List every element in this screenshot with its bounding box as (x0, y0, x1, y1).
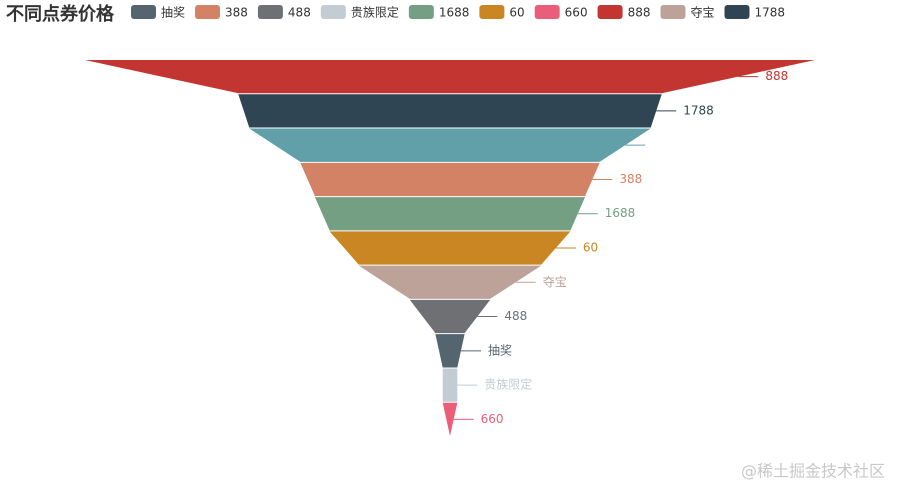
segment-label: 388 (619, 172, 642, 186)
segment-label: 1688 (605, 206, 636, 220)
segment-label: 660 (481, 412, 504, 426)
legend-swatch (195, 5, 221, 19)
chart-title: 不同点券价格 (6, 3, 115, 25)
watermark: @稀土掘金技术社区 (741, 462, 885, 481)
legend-label: 660 (565, 6, 588, 20)
legend-label: 抽奖 (161, 6, 185, 20)
segment-label: 60 (583, 241, 598, 255)
segment-label: 888 (765, 69, 788, 83)
legend-swatch (408, 5, 434, 19)
funnel-segment (442, 402, 458, 436)
legend-swatch (131, 5, 156, 19)
legend-swatch (597, 5, 623, 19)
segment-label: 贵族限定 (484, 377, 532, 392)
legend-swatch (479, 5, 505, 19)
segment-label: 抽奖 (488, 343, 512, 357)
funnel-segment (300, 162, 600, 197)
funnel-segment (249, 128, 651, 162)
funnel-segment (358, 265, 542, 299)
legend-label: 贵族限定 (351, 5, 399, 20)
funnel-segment (409, 299, 491, 334)
legend-label: 1788 (755, 6, 786, 20)
funnel-segment (435, 334, 465, 368)
legend-label: 1688 (439, 6, 470, 20)
legend-swatch (724, 5, 750, 19)
segment-label: 488 (504, 309, 527, 323)
legend-label: 488 (288, 6, 311, 20)
legend-label: 888 (628, 6, 651, 20)
funnel-segment (442, 368, 458, 402)
segment-label: 夺宝 (543, 275, 567, 289)
legend-label: 60 (509, 6, 524, 20)
segment-label: 1788 (683, 103, 714, 117)
legend-label: 夺宝 (690, 6, 714, 20)
legend-swatch (320, 5, 346, 19)
legend-swatch (257, 5, 283, 19)
funnel-segment (329, 231, 571, 265)
funnel-segment (85, 60, 815, 94)
funnel-segment (238, 94, 662, 128)
legend-swatch (534, 5, 560, 19)
funnel-segment (314, 197, 586, 231)
legend-label: 388 (225, 6, 248, 20)
legend-swatch (660, 5, 686, 19)
